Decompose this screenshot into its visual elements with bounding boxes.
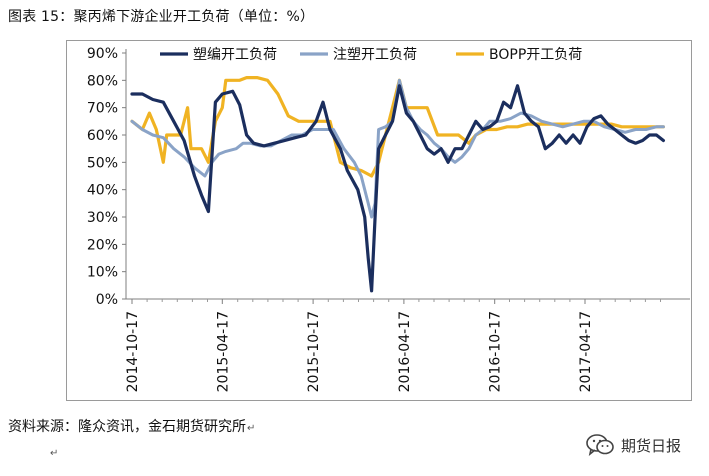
x-tick-label: 2014-10-17	[125, 311, 141, 392]
y-tick-label: 30%	[87, 210, 118, 226]
x-tick-label: 2015-04-17	[215, 311, 231, 392]
legend: 塑编开工负荷 注塑开工负荷 BOPP开工负荷	[160, 47, 582, 63]
x-tick-label: 2015-10-17	[306, 311, 322, 392]
chart-frame	[66, 40, 692, 401]
y-tick-label: 50%	[87, 155, 118, 171]
y-tick-label: 60%	[87, 128, 118, 144]
x-tick-label: 2016-04-17	[397, 311, 413, 392]
paragraph-mark-empty-line: ↵	[50, 448, 59, 459]
series-line-0	[130, 84, 665, 293]
series-line-2	[130, 76, 665, 178]
y-tick-label: 90%	[87, 46, 118, 62]
watermark-text: 期货日报	[621, 436, 682, 455]
source-note: 资料来源：隆众资讯，金石期货研究所↵	[8, 416, 255, 436]
x-tick-label: 2016-10-17	[488, 311, 504, 392]
watermark: 期货日报	[585, 431, 681, 459]
legend-label-0: 塑编开工负荷	[193, 47, 277, 63]
paragraph-mark: ↵	[247, 423, 256, 434]
y-tick-label: 10%	[87, 265, 118, 281]
y-tick-label: 40%	[87, 183, 118, 199]
legend-label-1: 注塑开工负荷	[333, 47, 417, 63]
y-tick-label: 0%	[96, 292, 118, 308]
x-axis: 2014-10-17 2015-04-17 2015-10-17 2016-04-17…	[125, 298, 690, 392]
legend-label-2: BOPP开工负荷	[489, 47, 582, 63]
series-layer	[130, 76, 665, 293]
source-text: 资料来源：隆众资讯，金石期货研究所	[8, 419, 246, 435]
wechat-icon	[586, 434, 614, 456]
y-tick-label: 20%	[87, 237, 118, 253]
y-tick-label: 70%	[87, 101, 118, 117]
y-tick-label: 80%	[87, 73, 118, 89]
x-tick-label: 2017-04-17	[578, 311, 594, 392]
chart-title: 图表 15：聚丙烯下游企业开工负荷（单位：%）	[8, 9, 315, 25]
y-axis: 0% 10% 20% 30% 40% 50% 60% 70% 80% 90%	[87, 46, 127, 308]
